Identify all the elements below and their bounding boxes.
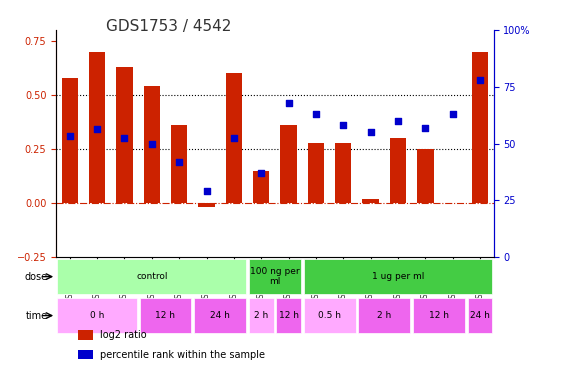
Bar bbox=[89, 52, 105, 203]
Point bbox=[311, 111, 320, 117]
FancyBboxPatch shape bbox=[358, 298, 410, 333]
Bar bbox=[390, 138, 406, 203]
Bar bbox=[78, 350, 93, 359]
Bar bbox=[280, 125, 297, 203]
Text: GDS1753 / 4542: GDS1753 / 4542 bbox=[105, 19, 231, 34]
Point bbox=[393, 118, 402, 124]
FancyBboxPatch shape bbox=[57, 259, 246, 294]
Bar bbox=[362, 199, 379, 203]
Bar bbox=[62, 78, 78, 203]
FancyBboxPatch shape bbox=[57, 298, 137, 333]
Bar bbox=[78, 330, 93, 340]
FancyBboxPatch shape bbox=[413, 298, 465, 333]
Bar bbox=[417, 149, 434, 203]
Text: 100 ng per
ml: 100 ng per ml bbox=[250, 267, 300, 286]
Text: 0 h: 0 h bbox=[90, 311, 104, 320]
Bar bbox=[253, 171, 269, 203]
Text: 24 h: 24 h bbox=[210, 311, 230, 320]
Text: time: time bbox=[26, 310, 48, 321]
Text: 2 h: 2 h bbox=[254, 311, 268, 320]
Text: 0.5 h: 0.5 h bbox=[318, 311, 341, 320]
Text: 12 h: 12 h bbox=[155, 311, 176, 320]
Text: 12 h: 12 h bbox=[429, 311, 449, 320]
Point bbox=[421, 124, 430, 130]
Bar bbox=[307, 142, 324, 203]
Text: dose: dose bbox=[25, 272, 48, 282]
FancyBboxPatch shape bbox=[304, 259, 493, 294]
Text: 1 ug per ml: 1 ug per ml bbox=[372, 272, 424, 281]
Point bbox=[257, 170, 266, 176]
Point bbox=[284, 100, 293, 106]
Point bbox=[120, 135, 129, 141]
FancyBboxPatch shape bbox=[249, 298, 274, 333]
Bar bbox=[171, 125, 187, 203]
Bar bbox=[472, 52, 488, 203]
Text: 12 h: 12 h bbox=[279, 311, 298, 320]
Point bbox=[174, 159, 183, 165]
FancyBboxPatch shape bbox=[194, 298, 246, 333]
Point bbox=[229, 135, 238, 141]
Point bbox=[339, 122, 348, 128]
Bar bbox=[116, 67, 132, 203]
FancyBboxPatch shape bbox=[140, 298, 191, 333]
Bar bbox=[335, 142, 351, 203]
Bar bbox=[144, 86, 160, 203]
Point bbox=[93, 126, 102, 132]
Point bbox=[202, 188, 211, 194]
Text: 2 h: 2 h bbox=[377, 311, 392, 320]
Text: percentile rank within the sample: percentile rank within the sample bbox=[100, 350, 265, 360]
Point bbox=[448, 111, 457, 117]
Point bbox=[366, 129, 375, 135]
Text: control: control bbox=[136, 272, 168, 281]
Point bbox=[476, 77, 485, 83]
Bar bbox=[199, 203, 215, 207]
Point bbox=[148, 141, 157, 147]
FancyBboxPatch shape bbox=[249, 259, 301, 294]
Bar bbox=[226, 73, 242, 203]
FancyBboxPatch shape bbox=[304, 298, 356, 333]
Text: log2 ratio: log2 ratio bbox=[100, 330, 146, 340]
FancyBboxPatch shape bbox=[276, 298, 301, 333]
Point bbox=[65, 133, 74, 139]
Text: 24 h: 24 h bbox=[470, 311, 490, 320]
FancyBboxPatch shape bbox=[468, 298, 493, 333]
